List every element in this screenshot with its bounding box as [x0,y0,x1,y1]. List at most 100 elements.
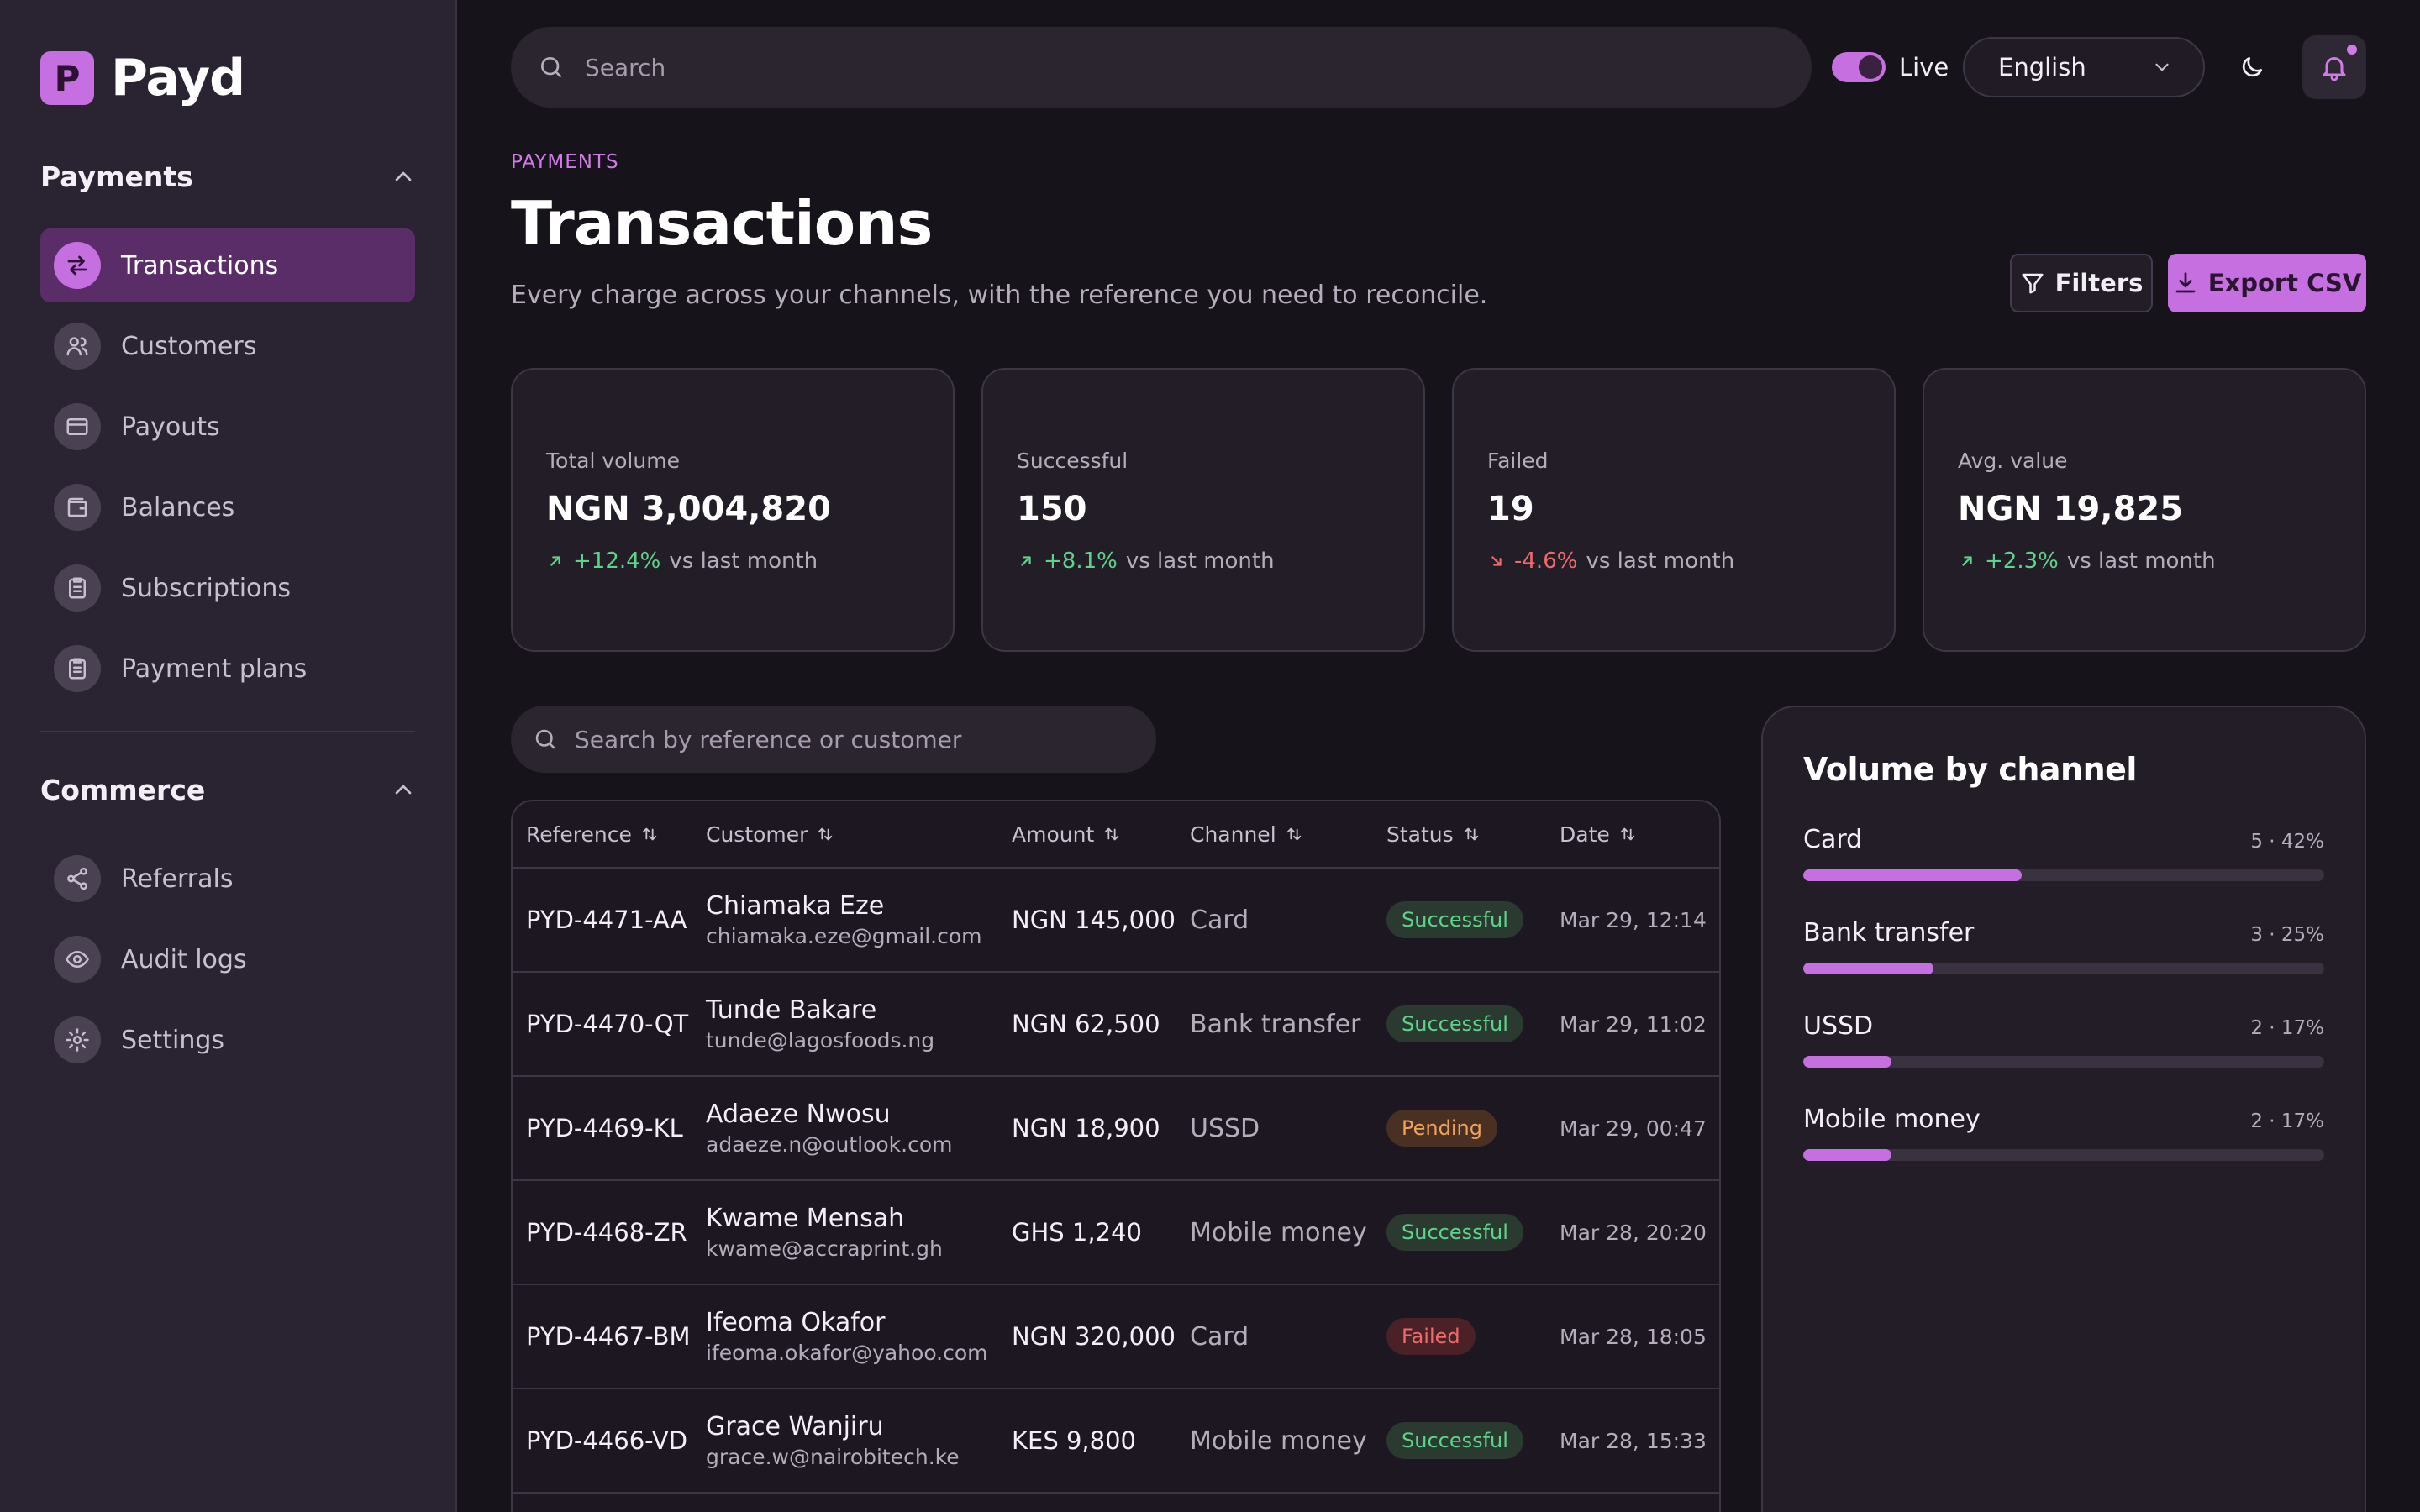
theme-toggle-button[interactable] [2232,47,2272,87]
column-header-date[interactable]: Date [1560,822,1719,847]
transactions-table: Reference Customer Amount Channel Status… [511,800,1721,1512]
download-icon [2173,270,2198,296]
export-csv-button[interactable]: Export CSV [2168,254,2366,312]
customer-name: Grace Wanjiru [706,1412,884,1441]
reference: PYD-4469-KL [526,1114,683,1142]
channel-stat: 3 · 25% [2250,924,2324,946]
table-row[interactable]: PYD-4467-BM Ifeoma Okafor ifeoma.okafor@y… [513,1285,1719,1389]
sidebar-item-label: Customers [121,331,257,361]
customer-email: chiamaka.eze@gmail.com [706,924,982,948]
section-commerce-toggle[interactable]: Commerce [40,766,417,813]
customer-email: ifeoma.okafor@yahoo.com [706,1341,988,1365]
customer-email: tunde@lagosfoods.ng [706,1028,935,1053]
sidebar-item-customers[interactable]: Customers [40,309,415,383]
customer-name: Chiamaka Eze [706,891,885,921]
status-badge: Successful [1386,1005,1523,1042]
table-row[interactable]: PYD-4469-KL Adaeze Nwosu adaeze.n@outlook… [513,1077,1719,1181]
search-icon [533,727,558,752]
table-row[interactable]: PYD-4471-AA Chiamaka Eze chiamaka.eze@gma… [513,869,1719,973]
clipboard-icon [54,564,101,612]
language-value: English [1998,53,2086,81]
sidebar-item-label: Payment plans [121,654,308,684]
stat-card-avg-value: Avg. value NGN 19,825 +2.3% vs last mont… [1923,368,2366,652]
customer-email: kwame@accraprint.gh [706,1236,943,1261]
channel-bar-track [1803,963,2324,974]
stat-delta: +12.4% vs last month [546,549,953,574]
date: Mar 28, 15:33 [1560,1428,1707,1453]
status-badge: Successful [1386,1422,1523,1459]
sort-icon [1285,825,1303,843]
filter-icon [2020,270,2045,296]
filters-label: Filters [2054,269,2144,297]
sidebar-item-referrals[interactable]: Referrals [40,842,415,916]
language-select[interactable]: English [1963,37,2205,97]
notifications-button[interactable] [2302,35,2366,99]
sidebar-item-payouts[interactable]: Payouts [40,390,415,464]
table-search-input[interactable] [575,725,1146,753]
stat-value: NGN 3,004,820 [546,490,831,528]
stat-delta-suffix: vs last month [1125,549,1275,574]
users-icon [54,323,101,370]
channel: USSD [1190,1113,1260,1143]
share-icon [54,855,101,902]
date: Mar 28, 20:20 [1560,1220,1707,1245]
sidebar-item-audit-logs[interactable]: Audit logs [40,922,415,996]
table-search [511,706,1156,773]
customer-name: Ifeoma Okafor [706,1308,886,1337]
status-badge: Successful [1386,901,1523,938]
wallet-icon [54,484,101,531]
stat-delta-value: +12.4% [573,549,661,574]
table-row[interactable]: PYD-4470-QT Tunde Bakare tunde@lagosfoods… [513,973,1719,1077]
reference: PYD-4471-AA [526,906,687,934]
date: Mar 29, 11:02 [1560,1011,1707,1037]
column-label: Date [1560,822,1610,847]
sidebar-item-label: Audit logs [121,944,247,974]
sidebar: P Payd Payments Transactions Customers P… [0,0,457,1512]
section-title: Payments [40,160,193,193]
channel: Mobile money [1190,1217,1367,1247]
column-label: Channel [1190,822,1276,847]
channel-bar-fill [1803,869,2023,881]
column-header-channel[interactable]: Channel [1190,822,1386,847]
sidebar-item-label: Subscriptions [121,573,292,603]
sidebar-item-transactions[interactable]: Transactions [40,228,415,302]
reference: PYD-4467-BM [526,1322,691,1351]
sidebar-item-settings[interactable]: Settings [40,1003,415,1077]
search-icon [538,54,565,81]
table-row[interactable]: PYD-4466-VD Grace Wanjiru grace.w@nairobi… [513,1389,1719,1494]
sidebar-item-label: Transactions [121,250,279,281]
amount: NGN 18,900 [1012,1114,1160,1142]
column-header-reference[interactable]: Reference [513,822,706,847]
sidebar-item-payment-plans[interactable]: Payment plans [40,632,415,706]
card-icon [54,403,101,450]
global-search [511,27,1812,108]
sort-icon [1102,825,1121,843]
sidebar-item-balances[interactable]: Balances [40,470,415,544]
stat-delta: -4.6% vs last month [1487,549,1894,574]
chevron-down-icon [2151,56,2173,78]
panel-title: Volume by channel [1803,751,2137,788]
column-header-amount[interactable]: Amount [1012,822,1190,847]
sidebar-divider [40,731,415,732]
column-header-status[interactable]: Status [1386,822,1560,847]
channel-bar-track [1803,869,2324,881]
channel: Card [1190,905,1249,935]
channel-row-bank-transfer: Bank transfer 3 · 25% [1803,918,2324,974]
sidebar-item-label: Balances [121,492,235,522]
live-label: Live [1899,53,1949,81]
stat-card-total-volume: Total volume NGN 3,004,820 +12.4% vs las… [511,368,955,652]
filters-button[interactable]: Filters [2010,254,2153,312]
channel-name: USSD [1803,1011,1874,1041]
global-search-input[interactable] [585,53,1761,81]
sidebar-item-subscriptions[interactable]: Subscriptions [40,551,415,625]
amount: NGN 62,500 [1012,1010,1160,1038]
column-header-customer[interactable]: Customer [706,822,1012,847]
logo[interactable]: P Payd [40,49,245,108]
stat-delta-suffix: vs last month [669,549,818,574]
live-mode-toggle[interactable] [1832,52,1886,82]
status-badge: Successful [1386,1214,1523,1251]
section-payments-toggle[interactable]: Payments [40,153,417,200]
table-row[interactable]: PYD-4468-ZR Kwame Mensah kwame@accraprint… [513,1181,1719,1285]
breadcrumb: PAYMENTS [511,151,619,173]
amount: NGN 320,000 [1012,1322,1176,1351]
